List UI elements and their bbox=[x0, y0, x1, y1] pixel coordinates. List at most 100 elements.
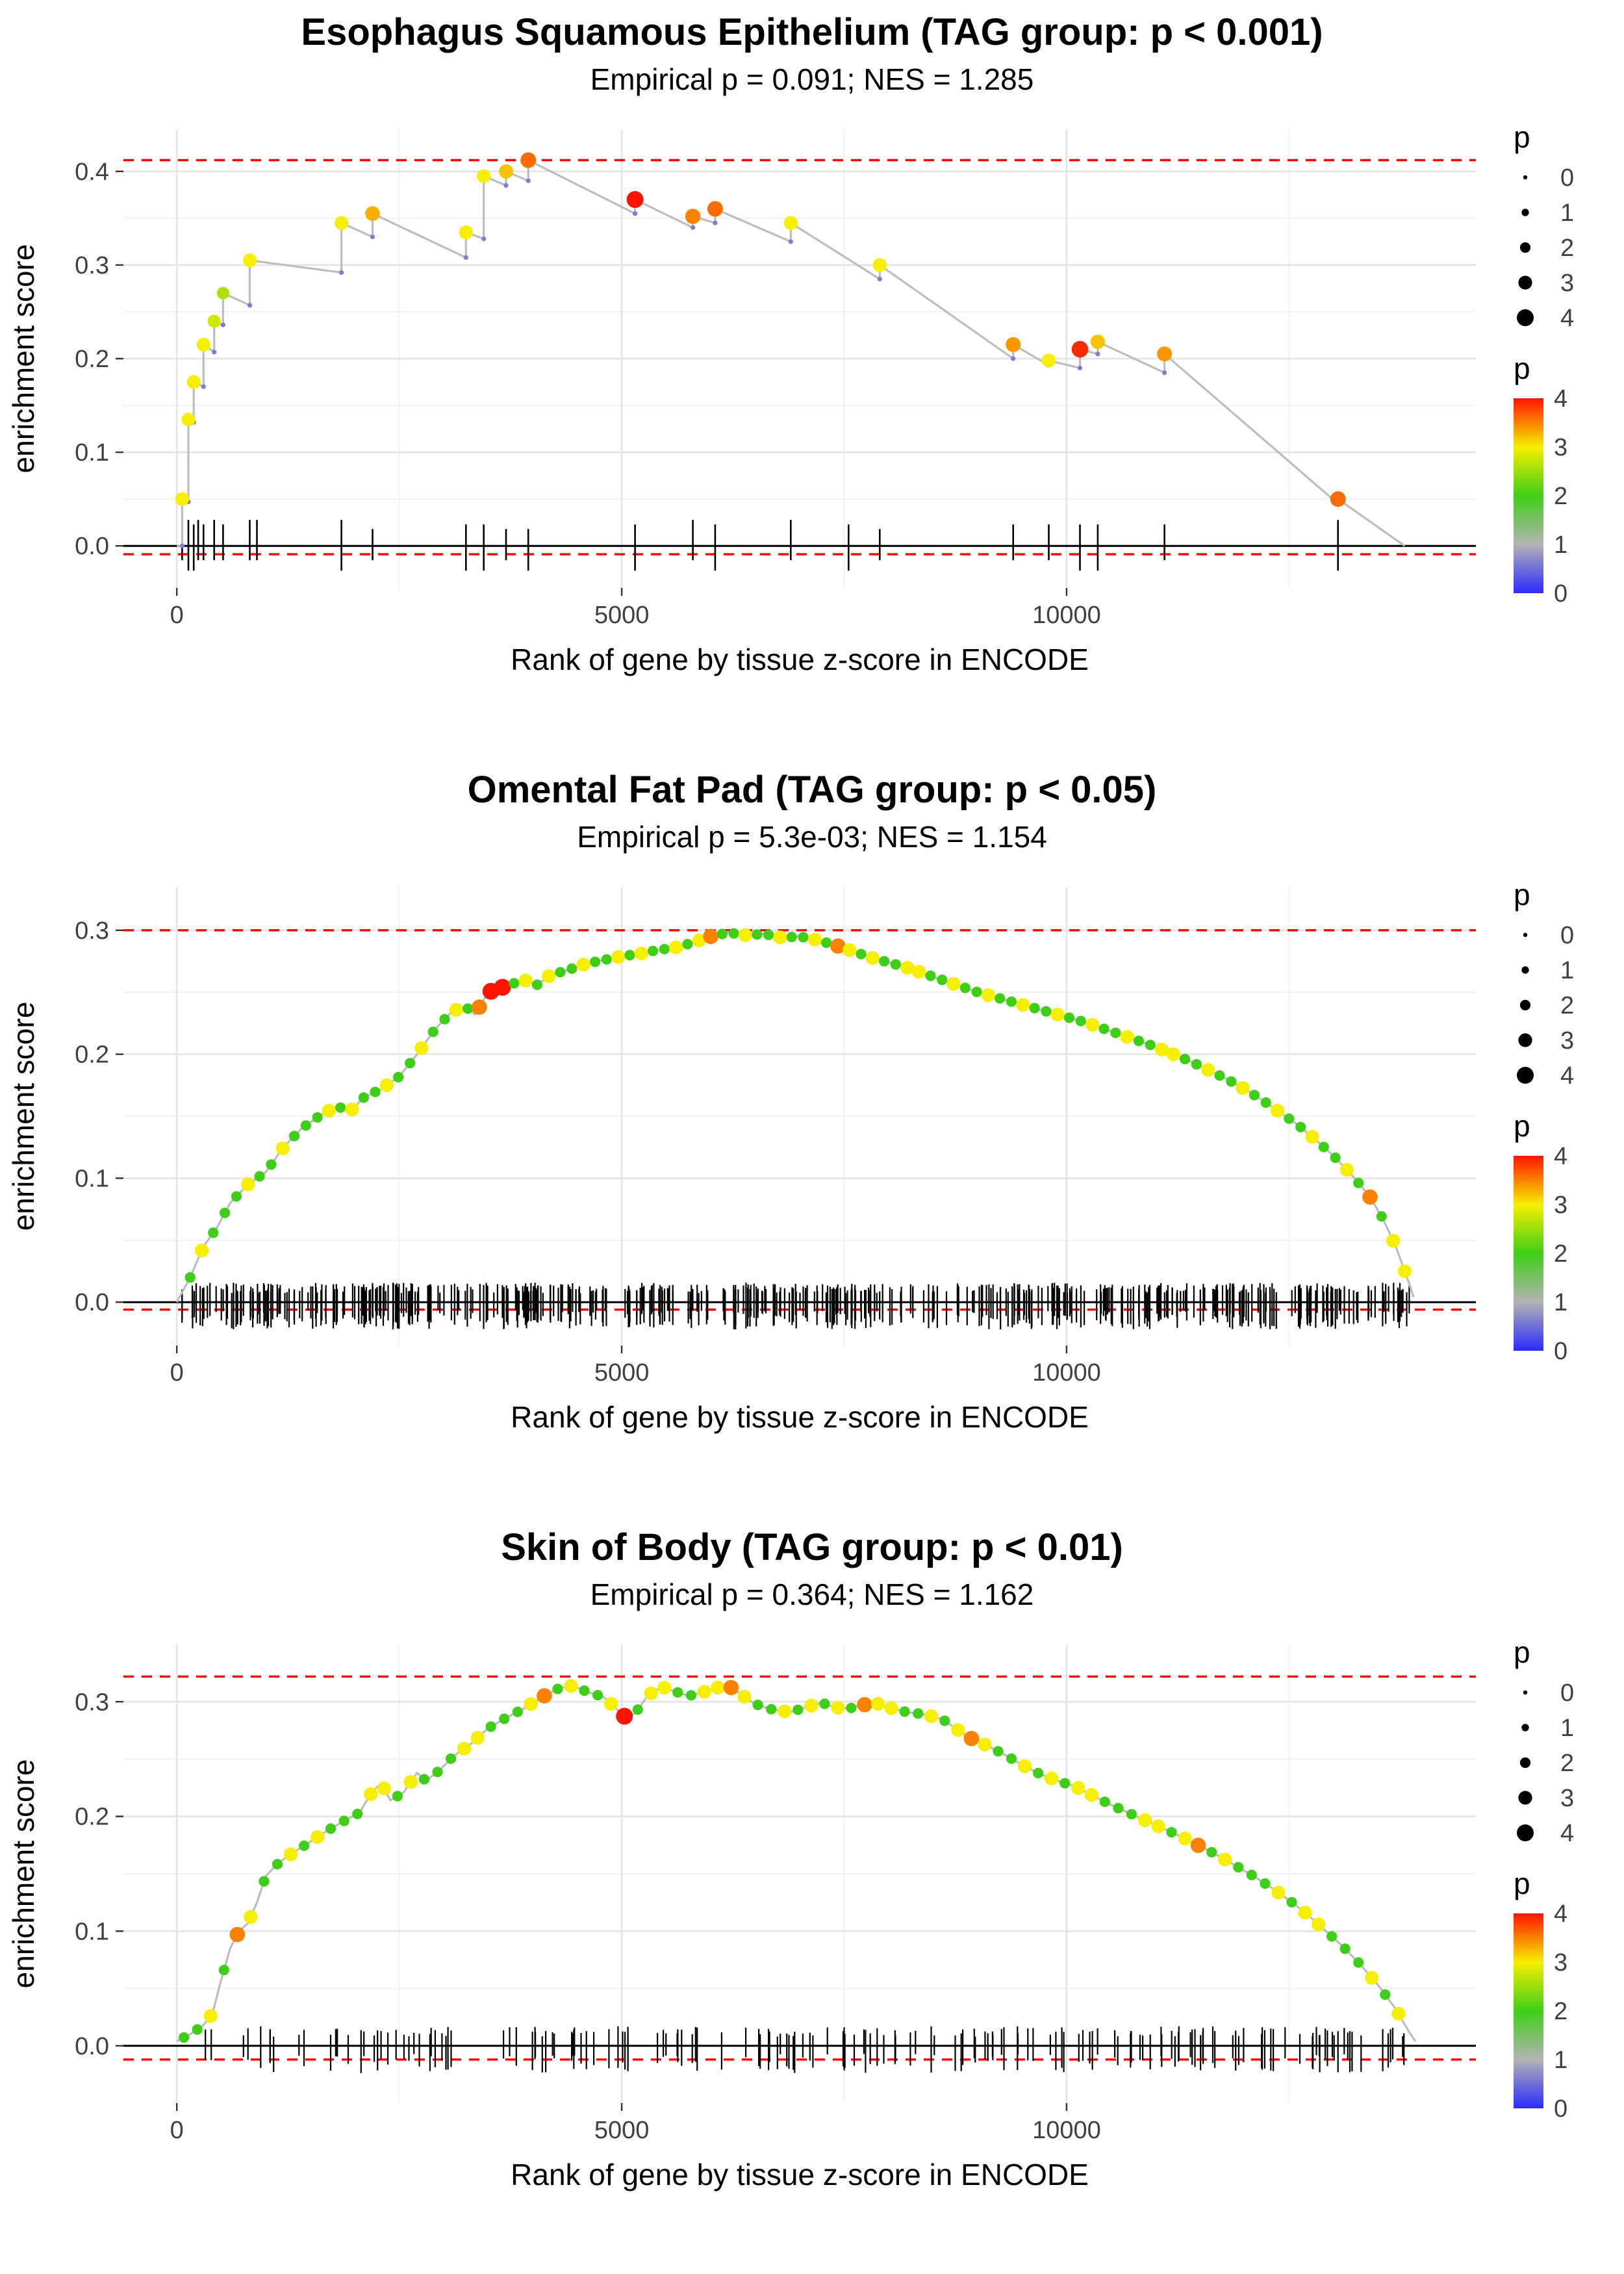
svg-text:0: 0 bbox=[170, 602, 184, 629]
legend-size: p 0 1 2 3 4 bbox=[1514, 120, 1574, 332]
svg-text:2: 2 bbox=[1560, 1750, 1574, 1777]
reference-lines bbox=[123, 159, 1476, 556]
legend-color: p4 3 2 1 0 bbox=[1514, 351, 1567, 607]
svg-text:0.3: 0.3 bbox=[75, 252, 109, 279]
y-axis-title: enrichment score bbox=[6, 1002, 40, 1231]
panel-omental-fat-pad: Omental Fat Pad (TAG group: p < 0.05) Em… bbox=[0, 758, 1624, 1515]
x-axis: 0 5000 10000 Rank of gene by tissue z-score… bbox=[170, 1346, 1101, 1434]
svg-text:4: 4 bbox=[1560, 1062, 1574, 1090]
y-axis: 0.0 0.1 0.2 0.3 enrichment score bbox=[6, 917, 123, 1316]
legend-color: p4 3 2 1 0 bbox=[1514, 1109, 1567, 1365]
svg-text:4: 4 bbox=[1554, 1900, 1567, 1928]
svg-text:1: 1 bbox=[1560, 1715, 1574, 1742]
enrichment-plot-esophagus: 0 5000 10000 Rank of gene by tissue z-score… bbox=[6, 120, 1574, 676]
x-axis-title: Rank of gene by tissue z-score in ENCODE bbox=[511, 643, 1089, 676]
svg-text:2: 2 bbox=[1554, 1998, 1567, 2025]
svg-text:0.1: 0.1 bbox=[75, 439, 109, 466]
reference-lines bbox=[123, 929, 1476, 1311]
chart-subtitle: Empirical p = 0.364; NES = 1.162 bbox=[590, 1578, 1034, 1611]
svg-text:0: 0 bbox=[170, 2117, 184, 2144]
svg-text:4: 4 bbox=[1554, 1143, 1567, 1170]
enrichment-curve bbox=[175, 931, 1415, 1303]
svg-text:0.0: 0.0 bbox=[75, 2033, 109, 2060]
svg-text:0.1: 0.1 bbox=[75, 1918, 109, 1945]
panel-esophagus-squamous-epithelium: Esophagus Squamous Epithelium (TAG group… bbox=[0, 0, 1624, 758]
svg-text:3: 3 bbox=[1560, 1027, 1574, 1054]
svg-text:1: 1 bbox=[1554, 1289, 1567, 1316]
gene-points bbox=[184, 928, 1412, 1283]
x-axis-title: Rank of gene by tissue z-score in ENCODE bbox=[511, 1400, 1089, 1434]
chart-subtitle: Empirical p = 5.3e-03; NES = 1.154 bbox=[577, 820, 1047, 854]
legend-size: p 0 1 2 3 4 bbox=[1514, 1635, 1574, 1847]
svg-text:0: 0 bbox=[1554, 2095, 1567, 2123]
svg-text:1: 1 bbox=[1560, 957, 1574, 984]
gene-rug bbox=[205, 2026, 1405, 2073]
svg-text:0: 0 bbox=[1554, 580, 1567, 607]
svg-text:p: p bbox=[1514, 878, 1530, 912]
svg-text:0: 0 bbox=[170, 1359, 184, 1386]
y-axis-title: enrichment score bbox=[6, 244, 40, 474]
svg-text:3: 3 bbox=[1560, 1785, 1574, 1812]
svg-text:0.1: 0.1 bbox=[75, 1165, 109, 1192]
chart-title: Skin of Body (TAG group: p < 0.01) bbox=[501, 1526, 1123, 1568]
svg-text:3: 3 bbox=[1554, 434, 1567, 461]
svg-text:p: p bbox=[1514, 1635, 1530, 1669]
svg-text:0.2: 0.2 bbox=[75, 346, 109, 373]
svg-text:3: 3 bbox=[1554, 1192, 1567, 1219]
svg-text:3: 3 bbox=[1560, 270, 1574, 297]
svg-text:5000: 5000 bbox=[594, 2117, 650, 2144]
chart-title: Esophagus Squamous Epithelium (TAG group… bbox=[301, 11, 1323, 53]
svg-text:10000: 10000 bbox=[1032, 602, 1101, 629]
svg-text:2: 2 bbox=[1554, 1240, 1567, 1268]
svg-text:2: 2 bbox=[1560, 992, 1574, 1019]
svg-text:2: 2 bbox=[1554, 483, 1567, 510]
legend-size: p 0 1 2 3 4 bbox=[1514, 878, 1574, 1090]
svg-text:0.3: 0.3 bbox=[75, 917, 109, 945]
svg-text:p: p bbox=[1514, 1109, 1530, 1143]
y-axis-title: enrichment score bbox=[6, 1759, 40, 1989]
svg-text:10000: 10000 bbox=[1032, 2117, 1101, 2144]
svg-text:5000: 5000 bbox=[594, 602, 650, 629]
svg-text:0.3: 0.3 bbox=[75, 1689, 109, 1716]
svg-text:0: 0 bbox=[1560, 922, 1574, 949]
svg-text:0.0: 0.0 bbox=[75, 1289, 109, 1316]
y-axis: 0.0 0.1 0.2 0.3 0.4 enrichment score bbox=[6, 159, 123, 560]
svg-text:0.2: 0.2 bbox=[75, 1041, 109, 1069]
reference-lines bbox=[123, 1675, 1476, 2061]
chart-subtitle: Empirical p = 0.091; NES = 1.285 bbox=[590, 62, 1034, 96]
svg-text:5000: 5000 bbox=[594, 1359, 650, 1386]
x-axis: 0 5000 10000 Rank of gene by tissue z-score… bbox=[170, 2103, 1101, 2191]
notch-dots bbox=[179, 178, 1341, 548]
gene-points bbox=[179, 1679, 1406, 2043]
svg-text:10000: 10000 bbox=[1032, 1359, 1101, 1386]
svg-text:4: 4 bbox=[1560, 305, 1574, 332]
enrichment-plot-skin-of-body: 0 5000 10000 Rank of gene by tissue z-score… bbox=[6, 1635, 1574, 2191]
legend-color: p4 3 2 1 0 bbox=[1514, 1867, 1567, 2123]
svg-text:4: 4 bbox=[1554, 385, 1567, 413]
svg-text:2: 2 bbox=[1560, 235, 1574, 262]
svg-text:0.4: 0.4 bbox=[75, 159, 109, 186]
svg-text:1: 1 bbox=[1554, 2047, 1567, 2074]
svg-text:4: 4 bbox=[1560, 1820, 1574, 1847]
svg-text:0: 0 bbox=[1560, 164, 1574, 192]
enrichment-plot-omental-fat-pad: 0 5000 10000 Rank of gene by tissue z-score… bbox=[6, 878, 1574, 1434]
gene-rug bbox=[181, 1283, 1410, 1330]
svg-text:0: 0 bbox=[1554, 1338, 1567, 1365]
panel-skin-of-body: Skin of Body (TAG group: p < 0.01) Empir… bbox=[0, 1515, 1624, 2273]
svg-text:p: p bbox=[1514, 1867, 1530, 1900]
x-axis: 0 5000 10000 Rank of gene by tissue z-score… bbox=[170, 588, 1101, 676]
svg-text:p: p bbox=[1514, 351, 1530, 385]
svg-text:0.0: 0.0 bbox=[75, 533, 109, 560]
svg-text:p: p bbox=[1514, 120, 1530, 154]
svg-text:3: 3 bbox=[1554, 1949, 1567, 1976]
svg-text:1: 1 bbox=[1554, 531, 1567, 559]
svg-text:1: 1 bbox=[1560, 199, 1574, 227]
gridlines bbox=[123, 129, 1476, 588]
chart-title: Omental Fat Pad (TAG group: p < 0.05) bbox=[467, 769, 1157, 811]
x-axis-title: Rank of gene by tissue z-score in ENCODE bbox=[511, 2158, 1089, 2191]
y-axis: 0.0 0.1 0.2 0.3 enrichment score bbox=[6, 1689, 123, 2060]
svg-text:0: 0 bbox=[1560, 1680, 1574, 1707]
gene-points bbox=[175, 152, 1346, 507]
svg-text:0.2: 0.2 bbox=[75, 1804, 109, 1831]
